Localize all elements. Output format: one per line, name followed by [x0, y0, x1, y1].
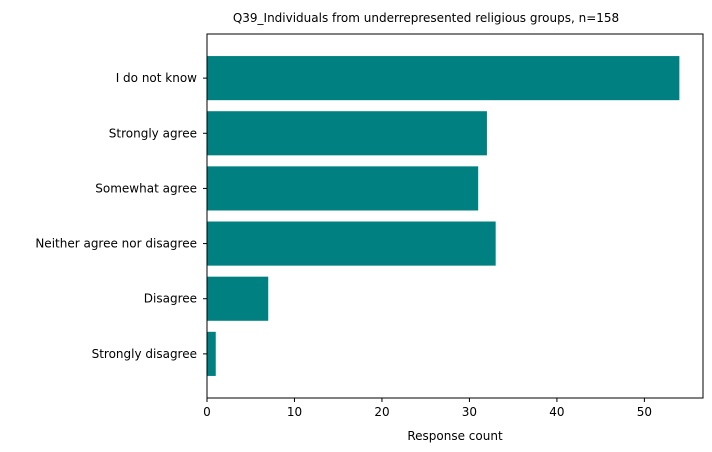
x-axis-label: Response count	[407, 429, 503, 443]
axes-layer	[206, 33, 704, 399]
ticks-layer: I do not know Strongly agree Somewhat agre…	[35, 71, 652, 419]
chart-title: Q39_Individuals from underrepresented re…	[233, 11, 619, 25]
y-tick-label: Strongly agree	[109, 126, 197, 140]
x-tick-label: 10	[287, 405, 302, 419]
bar	[207, 221, 496, 266]
y-tick-label: Somewhat agree	[95, 181, 197, 195]
plot-frame	[206, 33, 704, 399]
bar	[207, 276, 269, 321]
bar	[207, 331, 216, 376]
bar	[207, 111, 487, 156]
x-tick-label: 20	[374, 405, 389, 419]
x-tick-label: 30	[462, 405, 477, 419]
y-tick-label: Neither agree nor disagree	[35, 237, 197, 251]
x-tick-label: 0	[203, 405, 211, 419]
bar	[207, 56, 680, 101]
bars-layer	[207, 56, 680, 376]
bar	[207, 166, 479, 211]
y-tick-label: Strongly disagree	[92, 347, 197, 361]
x-tick-label: 40	[549, 405, 564, 419]
x-tick-label: 50	[637, 405, 652, 419]
y-tick-label: Disagree	[144, 292, 197, 306]
y-tick-label: I do not know	[116, 71, 197, 85]
